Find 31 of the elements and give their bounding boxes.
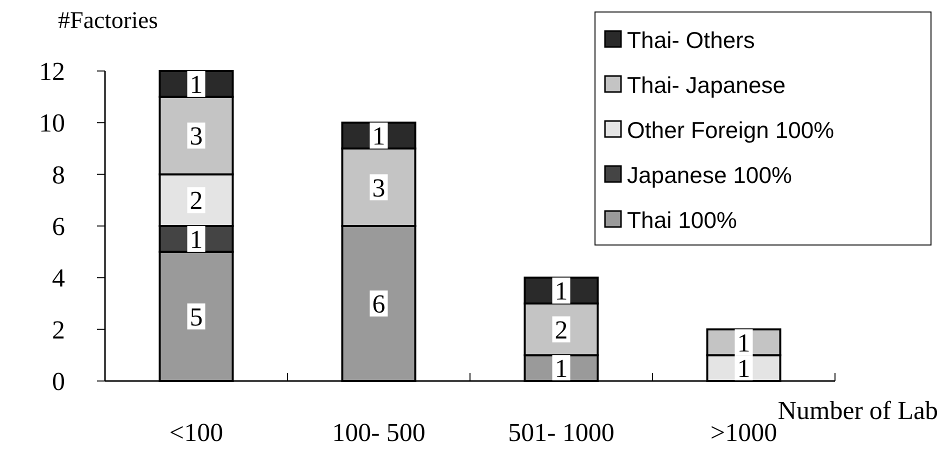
- legend-label: Other Foreign 100%: [627, 117, 834, 143]
- y-tick-label: 2: [52, 315, 65, 344]
- y-tick-label: 4: [52, 264, 65, 293]
- x-tick-label: <100: [169, 418, 224, 447]
- data-label: 1: [554, 354, 568, 384]
- data-label: 1: [190, 70, 203, 99]
- data-label: 1: [554, 276, 568, 306]
- data-label: 5: [190, 302, 203, 332]
- legend-label: Thai- Others: [627, 27, 755, 53]
- x-tick-label: 100- 500: [332, 418, 426, 447]
- y-axis-title: #Factories: [58, 8, 158, 34]
- data-label: 1: [737, 354, 750, 384]
- x-tick-label: 501- 1000: [508, 418, 614, 447]
- legend-label: Japanese 100%: [627, 162, 792, 188]
- data-label: 2: [554, 315, 568, 344]
- x-tick-label: >1000: [710, 418, 778, 447]
- y-tick-label: 8: [52, 160, 65, 190]
- data-label: 3: [372, 173, 386, 202]
- data-label: 6: [372, 290, 386, 318]
- data-label: 3: [190, 122, 203, 151]
- legend-label: Thai- Japanese: [627, 72, 786, 98]
- data-label: 1: [372, 122, 386, 151]
- y-tick-label: 6: [52, 212, 65, 241]
- y-tick-label: 0: [52, 367, 65, 396]
- legend-label: Thai 100%: [627, 207, 737, 233]
- y-tick-label: 12: [39, 57, 65, 86]
- x-axis-title: Number of Lab: [778, 396, 938, 425]
- y-tick-label: 10: [39, 108, 65, 138]
- data-label: 2: [190, 186, 203, 216]
- data-label: 1: [737, 328, 750, 358]
- data-label: 1: [190, 224, 203, 254]
